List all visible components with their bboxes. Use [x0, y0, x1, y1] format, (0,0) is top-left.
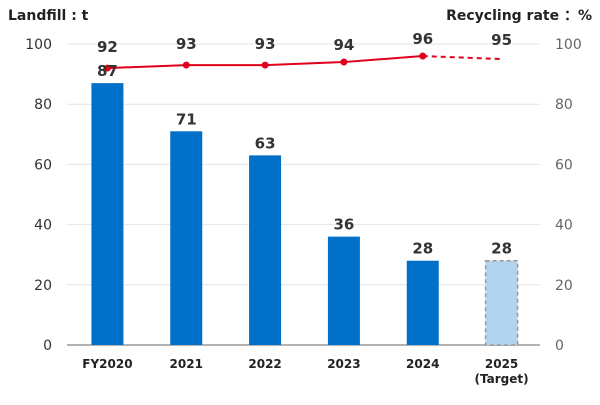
bar-value-label: 36	[333, 216, 354, 234]
line-segment	[107, 64, 187, 70]
rate-value-label: 93	[255, 35, 276, 53]
bar-value-label: 87	[97, 62, 118, 80]
x-tick-label: 2023	[327, 357, 360, 371]
x-tick-label: FY2020	[82, 357, 132, 371]
x-tick-label: 2025	[485, 357, 518, 371]
x-tick-label: 2022	[248, 357, 281, 371]
bar-value-label: 28	[491, 240, 512, 258]
target-bar	[484, 259, 519, 346]
bar-value-label: 28	[412, 240, 433, 258]
left-tick-label: 0	[43, 338, 52, 354]
x-tick-label: 2021	[170, 357, 203, 371]
right-tick-label: 60	[555, 157, 573, 173]
line-marker	[340, 58, 348, 66]
left-tick-label: 100	[25, 37, 52, 53]
bar-value-label: 63	[255, 134, 276, 152]
right-tick-label: 0	[555, 338, 564, 354]
line-marker	[419, 52, 427, 60]
right-tick-label: 20	[555, 278, 573, 294]
right-axis-title: Recycling rate ：%	[446, 8, 592, 24]
left-tick-label: 20	[34, 278, 52, 294]
rate-value-label: 95	[491, 31, 512, 49]
rate-value-label: 94	[333, 36, 354, 54]
bar	[327, 236, 360, 345]
x-tick-sublabel: (Target)	[475, 372, 529, 386]
x-tick-label: 2024	[406, 357, 439, 371]
rate-value-label: 92	[97, 38, 118, 56]
line-marker	[182, 61, 190, 69]
left-axis-title: Landfill : t	[8, 8, 89, 24]
bar	[249, 155, 282, 345]
right-tick-label: 80	[555, 97, 573, 113]
left-tick-label: 60	[34, 157, 52, 173]
right-tick-label: 100	[555, 37, 582, 53]
rate-value-label: 96	[412, 30, 433, 48]
right-tick-label: 40	[555, 218, 573, 234]
rate-value-label: 93	[176, 35, 197, 53]
bar-value-label: 71	[176, 110, 197, 128]
line-segment	[265, 61, 344, 67]
line-marker	[261, 61, 269, 69]
bar	[170, 131, 203, 345]
left-tick-label: 40	[34, 218, 52, 234]
left-tick-label: 80	[34, 97, 52, 113]
bar	[91, 83, 124, 345]
line-segment	[343, 55, 423, 64]
line-marker	[103, 64, 111, 72]
bar	[406, 260, 439, 345]
line-segment-dashed	[422, 55, 502, 61]
